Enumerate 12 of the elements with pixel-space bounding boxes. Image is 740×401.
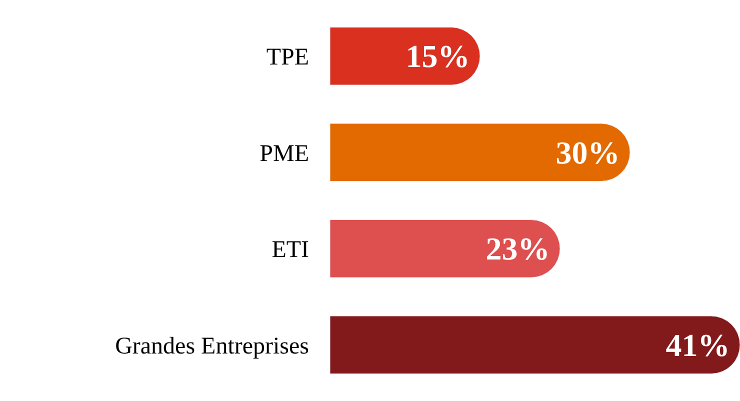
data-label: 30%	[556, 134, 620, 170]
y-tick-label: ETI	[272, 237, 310, 264]
bar	[330, 27, 480, 86]
y-tick-label: Grandes Entreprises	[115, 333, 309, 360]
y-tick-label: PME	[260, 140, 309, 167]
bar	[330, 123, 630, 182]
data-label: 15%	[406, 38, 470, 74]
data-label: 23%	[486, 230, 550, 267]
y-tick-label: TPE	[266, 44, 309, 71]
data-label: 41%	[666, 326, 730, 363]
bar	[330, 316, 740, 374]
bar	[330, 220, 560, 278]
